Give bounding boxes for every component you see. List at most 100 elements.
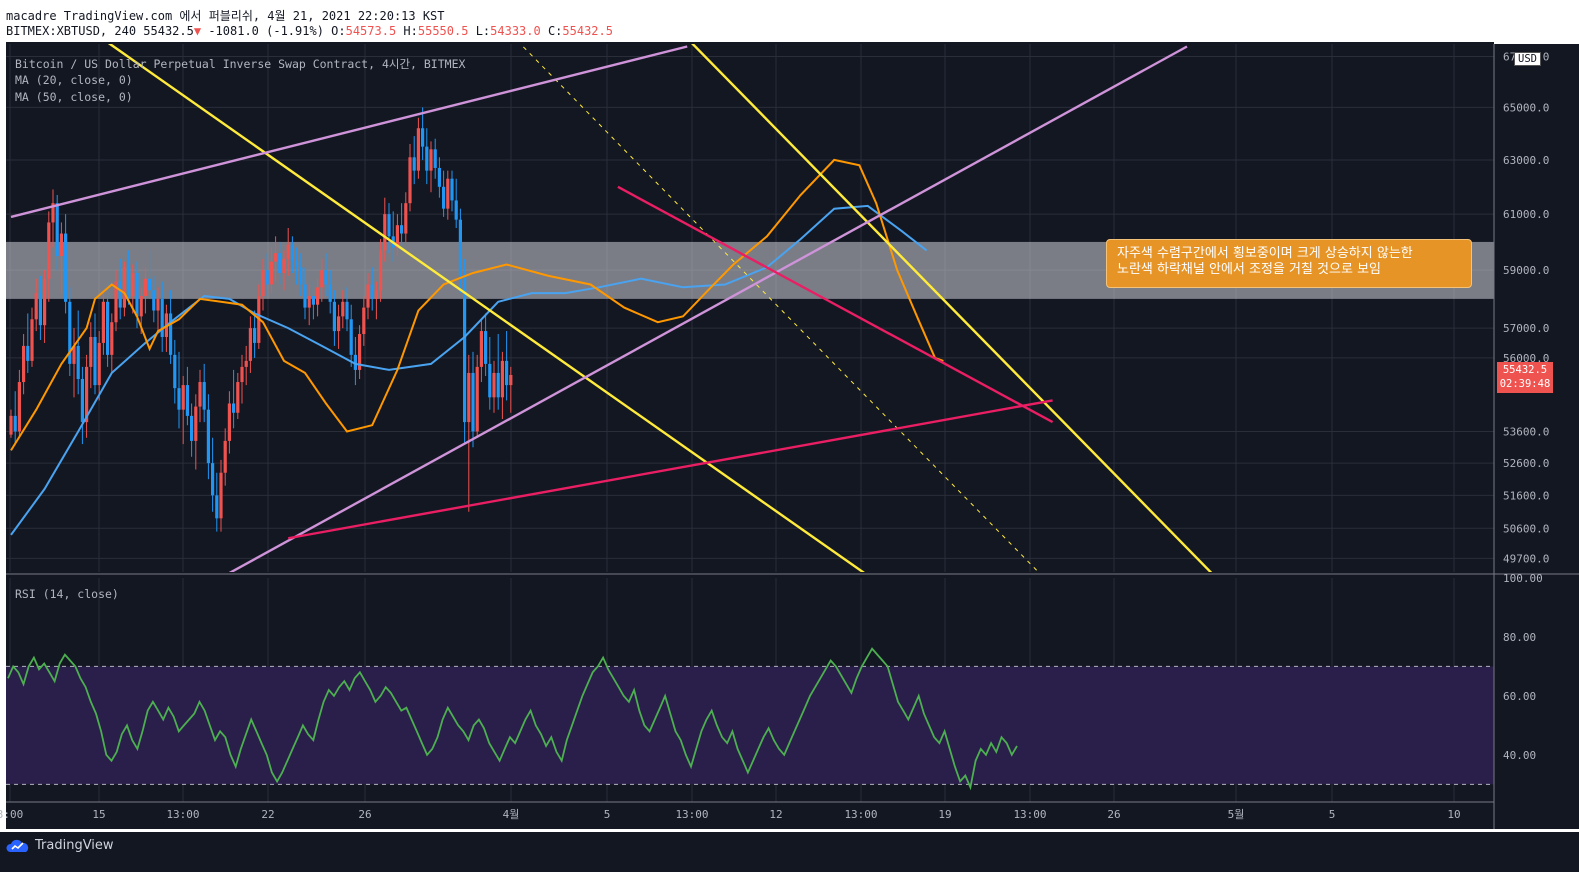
candle-body: [458, 219, 462, 276]
candle-body: [206, 409, 210, 464]
price-tick-label: 65000.0: [1503, 101, 1549, 114]
candle-body: [303, 284, 307, 308]
candle-body: [227, 403, 231, 441]
candle-body: [64, 233, 68, 302]
candle-body: [181, 385, 185, 410]
candle-body: [265, 270, 269, 285]
candle-body: [269, 261, 273, 285]
candle-body: [408, 157, 412, 204]
tradingview-logo[interactable]: TradingView: [6, 838, 114, 853]
candle-body: [22, 345, 26, 383]
channel-yellow-trendline: [691, 44, 1213, 572]
current-price-tag: 55432.5 02:39:48: [1497, 362, 1553, 393]
rsi-tick-label: 80.00: [1503, 631, 1536, 644]
candle-body: [387, 214, 391, 237]
candle-body: [190, 415, 194, 441]
candle-body: [437, 167, 441, 187]
ma50-legend[interactable]: MA (50, close, 0): [15, 90, 133, 104]
candle-body: [135, 273, 139, 317]
time-tick-label: 15: [92, 808, 105, 821]
candle-body: [320, 270, 324, 288]
candle-body: [492, 372, 496, 398]
candle-body: [26, 345, 30, 361]
time-tick-label: 13:00: [675, 808, 708, 821]
candle-body: [446, 178, 450, 209]
triangle-pink-trendline: [287, 399, 1053, 540]
brand-name: TradingView: [35, 838, 114, 853]
candle-body: [110, 322, 114, 355]
moving-averages: [10, 158, 944, 536]
down-arrow-icon: ▼: [193, 24, 202, 38]
candle-body: [379, 250, 383, 291]
candle-body: [34, 293, 38, 320]
chart-title: Bitcoin / US Dollar Perpetual Inverse Sw…: [15, 57, 466, 71]
channel-yellow-trendline: [107, 44, 865, 572]
candle-body: [345, 301, 349, 320]
candle-body: [500, 360, 504, 398]
channel-yellow-trendline: [519, 44, 1040, 572]
candle-body: [278, 253, 282, 274]
candle-body: [114, 281, 118, 323]
candle-body: [194, 406, 198, 441]
candle-body: [101, 301, 105, 343]
currency-label: USD: [1514, 52, 1541, 66]
price-tick-label: 56000.0: [1503, 352, 1549, 365]
time-tick-label: 13:00: [166, 808, 199, 821]
wedge-purple-trendline: [10, 45, 688, 219]
candle-body: [72, 345, 76, 364]
candle-body: [253, 328, 257, 343]
candle-body: [374, 290, 378, 299]
rsi-line: [7, 647, 1018, 791]
ohlc-header: BITMEX:XBTUSD, 240 55432.5▼ -1081.0 (-1.…: [6, 24, 613, 38]
candle-body: [152, 290, 156, 311]
price-scale: [1494, 44, 1579, 829]
time-tick-label: 10: [1447, 808, 1460, 821]
time-tick-label: 22: [261, 808, 274, 821]
candle-body: [139, 296, 143, 317]
candle-body: [362, 307, 366, 335]
candle-body: [131, 273, 135, 297]
high-value: 55550.5: [417, 24, 469, 38]
candle-body: [106, 301, 110, 355]
price-tick-label: 49700.0: [1503, 552, 1549, 565]
annotation-callout[interactable]: 자주색 수렴구간에서 횡보중이며 크게 상승하지 않는한 노란색 하락채널 안에…: [1106, 239, 1472, 288]
candle-body: [496, 372, 500, 398]
candle-body: [425, 146, 429, 171]
candle-body: [55, 203, 59, 256]
candle-body: [97, 342, 101, 386]
time-tick-label: 19: [938, 808, 951, 821]
price-tick-label: 51600.0: [1503, 489, 1549, 502]
time-tick-label: 4월: [503, 808, 520, 821]
bar-countdown: 02:39:48: [1499, 378, 1551, 390]
candle-body: [509, 374, 513, 386]
candle-body: [248, 328, 252, 361]
open-value: 54573.5: [345, 24, 397, 38]
candle-body: [211, 463, 215, 496]
ma20-legend[interactable]: MA (20, close, 0): [15, 73, 133, 87]
candle-body: [442, 186, 446, 209]
candle-body: [433, 149, 437, 168]
candle-body: [416, 128, 420, 171]
candle-body: [429, 149, 433, 171]
candle-body: [383, 214, 387, 251]
candle-body: [311, 296, 315, 305]
candle-body: [143, 278, 147, 297]
time-tick-label: 13:00: [844, 808, 877, 821]
price-tick-label: 59000.0: [1503, 264, 1549, 277]
price-tick-label: 61000.0: [1503, 208, 1549, 221]
candle-body: [85, 366, 89, 423]
price-chart[interactable]: 67000.065000.063000.061000.059000.057000…: [0, 0, 1579, 832]
candle-body: [471, 372, 475, 432]
rsi-tick-label: 60.00: [1503, 690, 1536, 703]
rsi-legend[interactable]: RSI (14, close): [15, 587, 119, 601]
time-tick-label: 13:00: [1013, 808, 1046, 821]
time-tick-label: 12: [769, 808, 782, 821]
candle-body: [290, 244, 294, 262]
candle-body: [353, 354, 357, 370]
candle-body: [328, 284, 332, 302]
candle-body: [274, 253, 278, 262]
candle-body: [484, 331, 488, 364]
candle-body: [295, 261, 299, 268]
price-tick-label: 57000.0: [1503, 322, 1549, 335]
open-label: O:: [331, 24, 346, 38]
